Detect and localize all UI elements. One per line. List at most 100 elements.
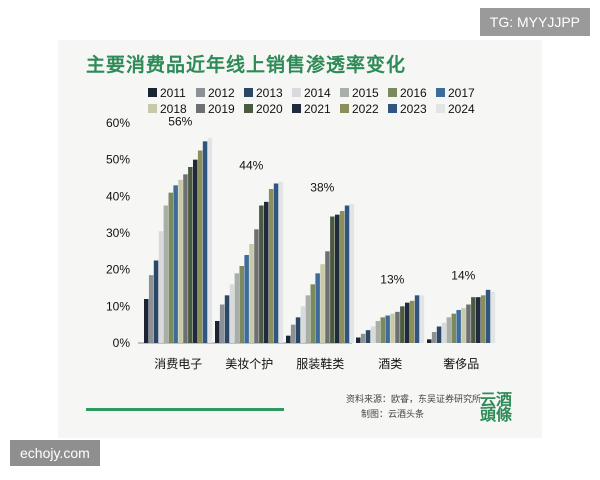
bar bbox=[480, 295, 486, 343]
bar bbox=[466, 304, 471, 343]
legend-label: 2016 bbox=[400, 86, 427, 100]
legend-swatch bbox=[196, 104, 205, 113]
data-label: 38% bbox=[310, 181, 334, 195]
bar bbox=[259, 205, 264, 343]
bar bbox=[390, 313, 395, 343]
legend-swatch bbox=[148, 88, 157, 97]
bar bbox=[168, 192, 173, 343]
bar bbox=[431, 332, 437, 343]
bar bbox=[365, 330, 371, 343]
bar bbox=[278, 181, 284, 343]
bar bbox=[234, 273, 240, 343]
legend-swatch bbox=[244, 104, 253, 113]
bar bbox=[335, 214, 340, 343]
bar bbox=[325, 251, 330, 343]
bar bbox=[405, 302, 410, 343]
bar bbox=[395, 311, 400, 343]
bar bbox=[249, 244, 254, 343]
bar bbox=[320, 264, 325, 343]
bar bbox=[461, 308, 466, 343]
x-tick-label: 服装鞋类 bbox=[296, 356, 344, 371]
legend-swatch bbox=[340, 88, 349, 97]
legend-swatch bbox=[292, 104, 301, 113]
x-tick-label: 酒类 bbox=[378, 357, 402, 371]
bar bbox=[344, 205, 350, 343]
bar bbox=[476, 297, 481, 343]
bar bbox=[310, 284, 315, 343]
legend-swatch bbox=[196, 88, 205, 97]
bar bbox=[254, 229, 259, 343]
legend-label: 2017 bbox=[448, 86, 475, 100]
bar bbox=[385, 315, 390, 343]
y-tick-label: 10% bbox=[106, 299, 130, 313]
bar bbox=[229, 284, 235, 343]
bar bbox=[446, 317, 452, 343]
brand-line-1: 云酒 bbox=[480, 390, 513, 409]
bar bbox=[207, 137, 213, 343]
legend-label: 2018 bbox=[160, 102, 187, 116]
x-tick-label: 奢侈品 bbox=[443, 357, 479, 371]
bar bbox=[414, 295, 420, 343]
bar bbox=[419, 295, 425, 343]
brand-line-2: 頭條 bbox=[480, 405, 513, 424]
bar bbox=[219, 304, 225, 343]
legend-label: 2019 bbox=[208, 102, 235, 116]
source-note: 资料来源：欧睿，东吴证券研究所 制图：云酒头条 bbox=[346, 393, 481, 423]
bar bbox=[286, 335, 291, 343]
bar bbox=[370, 326, 376, 343]
source-line: 资料来源：欧睿，东吴证券研究所 bbox=[346, 395, 482, 405]
title-underline-accent bbox=[86, 408, 284, 411]
bar bbox=[163, 205, 169, 343]
bar bbox=[490, 291, 496, 343]
bar bbox=[400, 306, 405, 343]
y-tick-label: 50% bbox=[106, 153, 130, 167]
y-tick-label: 60% bbox=[106, 116, 130, 130]
bar bbox=[290, 324, 296, 343]
bar bbox=[360, 333, 366, 343]
data-label: 14% bbox=[451, 269, 475, 283]
bar bbox=[202, 141, 208, 343]
chart-title: 主要消费品近年线上销售渗透率变化 bbox=[86, 54, 407, 76]
legend-label: 2015 bbox=[352, 86, 379, 100]
legend-swatch bbox=[388, 104, 397, 113]
bar bbox=[436, 326, 442, 343]
bar bbox=[409, 300, 415, 343]
legend-swatch bbox=[148, 104, 157, 113]
bar bbox=[144, 299, 149, 343]
y-tick-label: 0% bbox=[113, 336, 131, 350]
legend-label: 2023 bbox=[400, 102, 427, 116]
bar bbox=[239, 266, 244, 343]
bar bbox=[441, 322, 447, 343]
legend-swatch bbox=[436, 104, 445, 113]
bar bbox=[349, 203, 355, 343]
legend-swatch bbox=[388, 88, 397, 97]
bar bbox=[471, 297, 476, 343]
bar bbox=[375, 321, 381, 343]
bar bbox=[148, 275, 154, 343]
bar bbox=[295, 317, 301, 343]
bar bbox=[427, 339, 432, 343]
bar bbox=[330, 216, 335, 343]
bar bbox=[153, 260, 159, 343]
legend-label: 2020 bbox=[256, 102, 283, 116]
bar bbox=[456, 310, 461, 343]
y-tick-label: 20% bbox=[106, 263, 130, 277]
bar bbox=[178, 179, 183, 343]
legend-label: 2022 bbox=[352, 102, 379, 116]
x-tick-label: 美妆个护 bbox=[225, 357, 273, 371]
bar bbox=[158, 231, 164, 343]
legend-swatch bbox=[340, 104, 349, 113]
site-watermark-badge: echojy.com bbox=[10, 440, 100, 466]
author-line: 制图：云酒头条 bbox=[361, 410, 425, 420]
y-tick-label: 40% bbox=[106, 189, 130, 203]
brand-logo: 云酒 頭條 bbox=[480, 390, 513, 424]
x-tick-label: 消费电子 bbox=[154, 357, 202, 371]
bar bbox=[197, 150, 203, 343]
legend-swatch bbox=[292, 88, 301, 97]
bar bbox=[173, 185, 178, 343]
legend-label: 2014 bbox=[304, 86, 331, 100]
data-label: 56% bbox=[168, 115, 192, 129]
bar bbox=[224, 295, 230, 343]
legend-label: 2012 bbox=[208, 86, 235, 100]
